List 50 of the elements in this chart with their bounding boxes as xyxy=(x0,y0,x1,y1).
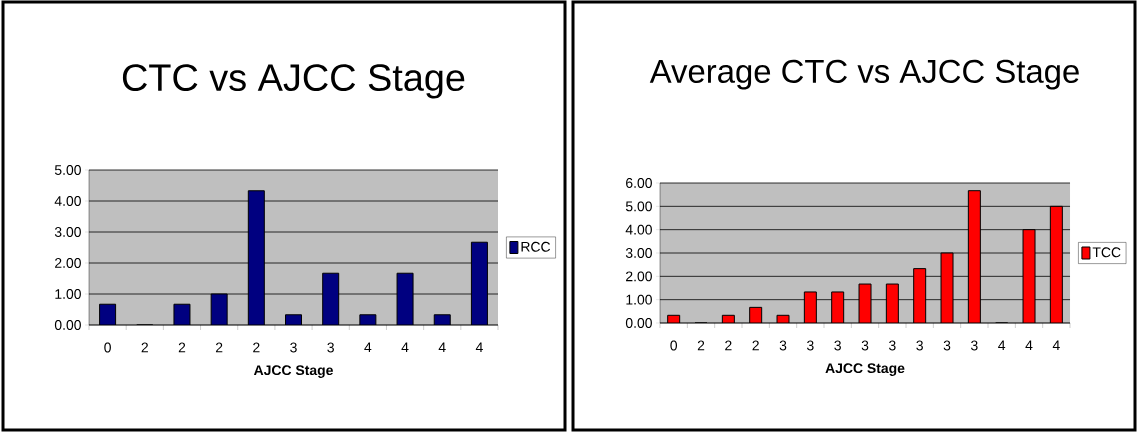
x-tick-label: 2 xyxy=(697,340,705,351)
y-tick-label: 3.00 xyxy=(54,227,81,237)
x-tick-label: 4 xyxy=(475,342,483,353)
bar xyxy=(967,190,981,323)
y-tick-label: 2.00 xyxy=(55,258,81,268)
y-tick-label: 5.00 xyxy=(625,201,652,212)
bar xyxy=(322,272,340,325)
x-tick-label: 3 xyxy=(834,340,841,351)
y-tick-label: 1.00 xyxy=(55,289,81,299)
bar xyxy=(470,241,488,325)
x-tick-label: 4 xyxy=(401,342,409,353)
y-tick-label: 5.00 xyxy=(54,165,81,175)
x-tick-label: 3 xyxy=(916,340,923,351)
x-tick-label: 3 xyxy=(290,342,297,353)
x-tick-label: 3 xyxy=(971,340,978,351)
x-tick-label: 3 xyxy=(807,340,814,351)
x-tick-label: 2 xyxy=(178,342,186,353)
x-tick-label: 3 xyxy=(861,340,869,351)
chart-title: CTC vs AJCC Stage xyxy=(122,64,465,99)
x-tick-label: 3 xyxy=(943,340,951,351)
y-tick-label: 3.00 xyxy=(625,248,652,258)
x-tick-label: 3 xyxy=(779,340,787,351)
y-tick-label: 0.00 xyxy=(625,318,652,328)
x-tick-label: 2 xyxy=(141,342,148,353)
chart-title: Average CTC vs AJCC Stage xyxy=(649,59,1079,90)
x-tick-label: 3 xyxy=(327,342,334,353)
y-tick-label: 4.00 xyxy=(625,224,652,235)
x-tick-label: 2 xyxy=(752,340,759,351)
bar xyxy=(247,190,265,325)
x-tick-label: 4 xyxy=(438,342,446,353)
legend-label: RCC xyxy=(521,241,551,252)
x-tick-label: 2 xyxy=(215,342,223,353)
legend-label: TCC xyxy=(1092,247,1121,258)
bar xyxy=(1049,205,1063,323)
x-axis-title: AJCC Stage xyxy=(825,363,905,376)
y-tick-label: 2.00 xyxy=(626,271,652,282)
x-tick-label: 4 xyxy=(364,342,372,353)
x-tick-label: 0 xyxy=(670,340,678,351)
x-tick-label: 4 xyxy=(1025,340,1033,351)
x-tick-label: 4 xyxy=(998,340,1006,351)
x-tick-label: 2 xyxy=(253,342,260,353)
x-tick-label: 2 xyxy=(725,340,732,351)
x-tick-label: 0 xyxy=(104,342,111,353)
x-tick-label: 3 xyxy=(889,340,896,351)
y-tick-label: 6.00 xyxy=(626,178,652,188)
x-axis-title: AJCC Stage xyxy=(253,365,333,378)
y-tick-label: 4.00 xyxy=(54,196,81,206)
y-tick-label: 0.00 xyxy=(54,320,81,330)
x-tick-label: 4 xyxy=(1052,340,1060,351)
y-tick-label: 1.00 xyxy=(626,294,652,305)
